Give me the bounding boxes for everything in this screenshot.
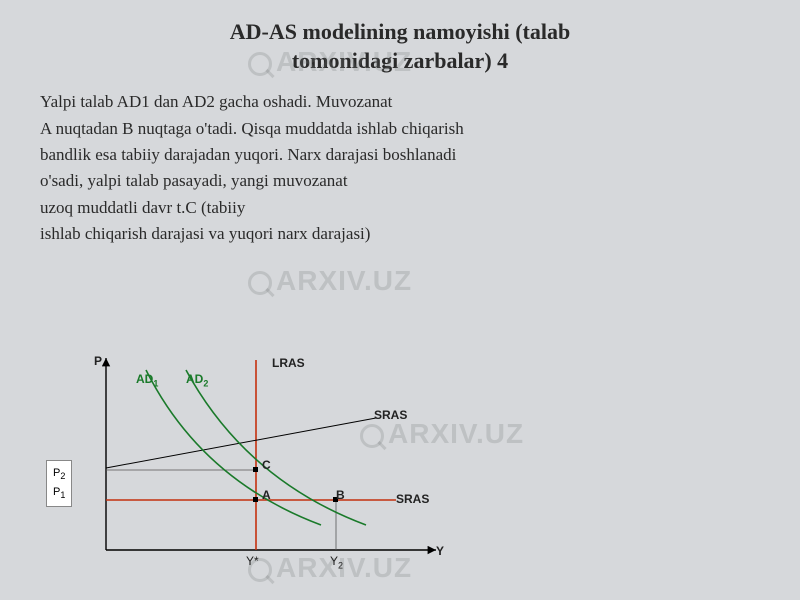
label-P2: P2	[53, 465, 65, 484]
label-A: A	[262, 488, 271, 502]
label-P: P	[94, 354, 102, 368]
price-level-box: P2 P1	[46, 460, 72, 507]
page-title: AD-AS modelining namoyishi (talab tomoni…	[0, 0, 800, 75]
body-paragraph: Yalpi talab AD1 dan AD2 gacha oshadi. Mu…	[0, 75, 800, 247]
label-sras-lower: SRAS	[396, 492, 429, 506]
adas-chart: P Y LRAS SRAS SRAS AD1 AD2 A B C Y* Y2 P…	[36, 350, 476, 580]
label-sras-upper: SRAS	[374, 408, 407, 422]
label-B: B	[336, 488, 345, 502]
label-C: C	[262, 458, 271, 472]
label-ad2: AD2	[186, 372, 208, 388]
label-lras: LRAS	[272, 356, 305, 370]
label-Y2: Y2	[330, 554, 343, 570]
label-ad1: AD1	[136, 372, 158, 388]
chart-svg	[36, 350, 476, 580]
label-P1: P1	[53, 484, 65, 503]
label-Ystar: Y*	[246, 554, 259, 568]
label-Y: Y	[436, 544, 444, 558]
watermark: ARXIV.UZ	[248, 265, 412, 297]
